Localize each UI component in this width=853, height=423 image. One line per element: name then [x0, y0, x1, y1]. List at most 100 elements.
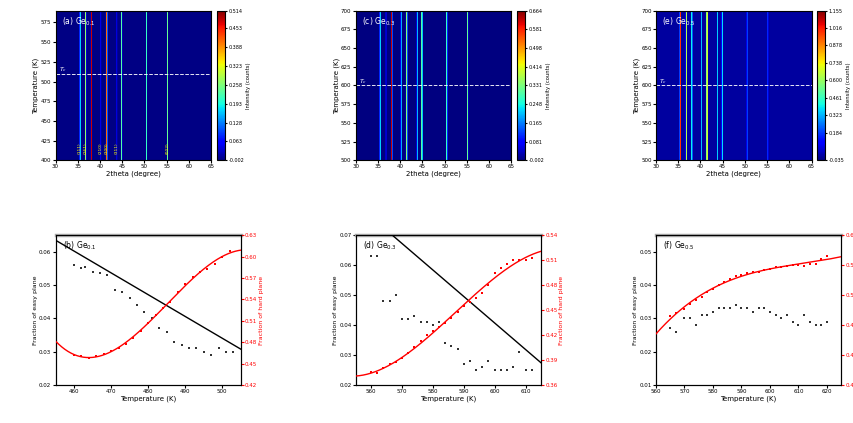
Point [682, 315, 696, 322]
Point [134, 327, 148, 334]
Point [469, 294, 483, 301]
Point [797, 312, 810, 319]
Point [389, 358, 403, 365]
Point [774, 315, 787, 322]
Point [74, 353, 88, 360]
Text: (261): (261) [84, 143, 88, 154]
Text: (210): (210) [99, 143, 102, 154]
X-axis label: Temperature (K): Temperature (K) [720, 396, 775, 402]
Point [226, 348, 240, 355]
Point [740, 305, 753, 312]
Text: $T_c$: $T_c$ [59, 66, 67, 74]
Y-axis label: Intensity (counts): Intensity (counts) [845, 62, 850, 109]
Point [450, 308, 464, 315]
Point [432, 323, 445, 330]
Point [104, 347, 118, 354]
Point [481, 282, 495, 288]
Point [487, 367, 501, 374]
Point [382, 298, 396, 305]
Point [115, 288, 129, 295]
Point [802, 319, 815, 325]
Point [145, 315, 159, 322]
Point [376, 298, 390, 305]
Point [774, 263, 787, 270]
Point [693, 312, 707, 319]
Point [164, 298, 177, 305]
Point [420, 319, 433, 325]
Y-axis label: Temperature (K): Temperature (K) [33, 58, 39, 113]
Point [450, 346, 464, 352]
Point [493, 265, 507, 272]
Point [757, 305, 770, 312]
Point [493, 367, 507, 374]
Point [717, 305, 730, 312]
Point [186, 273, 200, 280]
Point [119, 340, 132, 347]
Point [791, 321, 804, 328]
Point [215, 253, 229, 260]
Point [475, 364, 489, 371]
Y-axis label: Temperature (K): Temperature (K) [333, 58, 339, 113]
Point [663, 313, 676, 319]
Point [763, 266, 776, 272]
Point [500, 261, 514, 268]
Point [420, 332, 433, 338]
Point [734, 272, 747, 278]
Point [444, 343, 458, 349]
Point [506, 364, 519, 371]
Point [456, 360, 470, 367]
Point [167, 338, 181, 345]
Point [401, 350, 415, 357]
Point [676, 315, 690, 322]
Point [663, 325, 676, 332]
Text: (c) Ge$_{0.3}$: (c) Ge$_{0.3}$ [362, 15, 395, 27]
Point [506, 257, 519, 264]
Point [518, 367, 531, 374]
Point [219, 348, 233, 355]
Point [751, 305, 764, 312]
Text: $T_c$: $T_c$ [659, 77, 667, 86]
Point [148, 312, 162, 319]
Text: (300): (300) [105, 143, 108, 154]
Point [364, 369, 378, 376]
Point [67, 352, 81, 358]
Point [407, 313, 421, 319]
Point [668, 328, 682, 335]
Point [426, 321, 439, 328]
Text: (e) Ge$_{0.5}$: (e) Ge$_{0.5}$ [661, 15, 695, 27]
Point [389, 292, 403, 299]
Text: $T_c$: $T_c$ [359, 77, 367, 86]
Point [200, 265, 214, 272]
Point [413, 319, 426, 325]
Point [107, 287, 121, 294]
Point [740, 270, 753, 277]
Point [82, 354, 96, 361]
Point [746, 308, 759, 315]
Point [711, 282, 724, 289]
Point [487, 269, 501, 276]
Point [808, 260, 821, 267]
Point [156, 305, 170, 311]
Y-axis label: Intensity (counts): Intensity (counts) [246, 62, 251, 109]
Point [382, 361, 396, 368]
Point [518, 257, 531, 264]
Point [395, 316, 409, 322]
Point [785, 319, 798, 325]
Text: (111): (111) [78, 143, 82, 154]
Point [475, 290, 489, 297]
Point [699, 289, 713, 296]
Point [469, 367, 483, 374]
Point [401, 316, 415, 322]
Point [808, 321, 821, 328]
Point [74, 265, 88, 272]
Point [705, 308, 719, 315]
Point [797, 263, 810, 269]
Point [717, 279, 730, 286]
Point [101, 272, 114, 278]
Point [768, 312, 781, 319]
Point [722, 275, 736, 282]
Point [141, 319, 154, 326]
Point [171, 289, 184, 296]
Y-axis label: Fraction of easy plane: Fraction of easy plane [333, 275, 338, 345]
Point [722, 305, 736, 312]
